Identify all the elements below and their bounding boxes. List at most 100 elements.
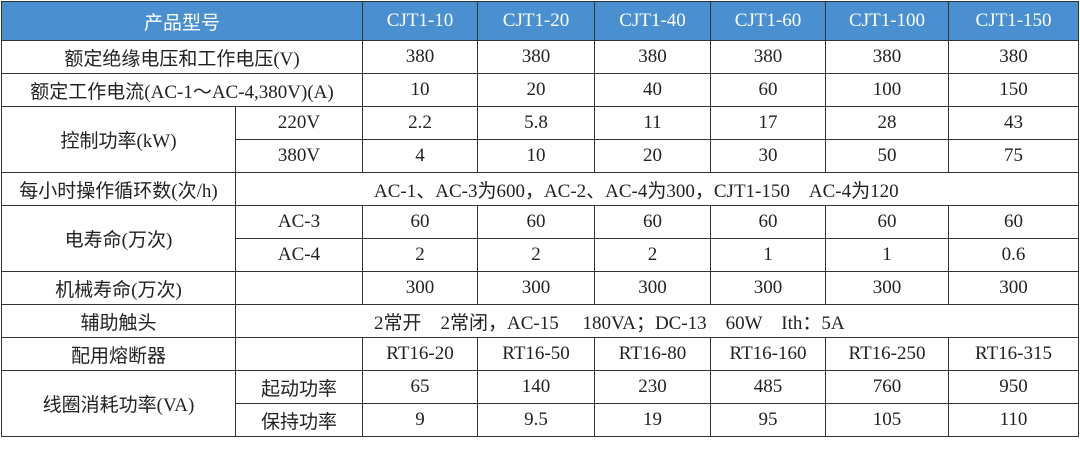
value-cell: 230 (594, 370, 712, 404)
row-label: 机械寿命(万次) (1, 271, 236, 305)
value-cell: 17 (710, 106, 827, 140)
merged-value: 2常开 2常闭，AC-15 180VA；DC-13 60W Ith：5A (234, 304, 1080, 338)
empty-cell (234, 271, 364, 305)
value-cell: 105 (825, 403, 950, 437)
value-cell: 11 (594, 106, 712, 140)
value-cell: 60 (710, 73, 827, 107)
value-cell: 40 (594, 73, 712, 107)
row-fuse: 配用熔断器 RT16-20 RT16-50 RT16-80 RT16-160 RT16-2… (1, 337, 1080, 371)
value-cell: RT16-80 (594, 337, 712, 371)
value-cell: 28 (825, 106, 950, 140)
row-rated-current: 额定工作电流(AC-1～AC-4,380V)(A) 10 20 40 60 100 150 (0, 73, 1080, 107)
row-electrical-life-ac4: AC-4 2 2 2 1 1 0.6 (2, 238, 1080, 272)
model-header: CJT1-10 (362, 1, 479, 41)
sub-label: 起动功率 (234, 370, 364, 404)
value-cell: 60 (594, 205, 712, 239)
value-cell: 140 (477, 370, 596, 404)
value-cell: 950 (948, 370, 1080, 404)
model-header: CJT1-60 (710, 1, 827, 41)
value-cell: 30 (710, 139, 827, 173)
model-header: CJT1-100 (825, 1, 950, 41)
row-coil-hold: 保持功率 9 9.5 19 95 105 110 (2, 403, 1080, 437)
row-control-power-380: 380V 4 10 20 30 50 75 (2, 139, 1080, 173)
row-label: 辅助触头 (1, 304, 236, 338)
value-cell: 300 (710, 271, 827, 305)
value-cell: 75 (948, 139, 1080, 173)
sub-label: AC-3 (234, 205, 364, 239)
value-cell: RT16-160 (710, 337, 827, 371)
value-cell: 100 (825, 73, 950, 107)
value-cell: 760 (825, 370, 950, 404)
value-cell: RT16-50 (477, 337, 596, 371)
value-cell: 110 (948, 403, 1080, 437)
value-cell: 9 (362, 403, 479, 437)
row-label: 控制功率(kW) (1, 106, 236, 173)
row-coil-start: 线圈消耗功率(VA) 起动功率 65 140 230 485 760 950 (1, 370, 1080, 437)
value-cell: RT16-250 (825, 337, 950, 371)
value-cell: RT16-315 (948, 337, 1080, 371)
sub-label: 220V (234, 106, 364, 140)
value-cell: 380 (362, 40, 479, 74)
value-cell: 43 (948, 106, 1080, 140)
merged-value: AC-1、AC-3为600，AC-2、AC-4为300，CJT1-150 AC-… (234, 172, 1080, 206)
value-cell: 20 (594, 139, 712, 173)
value-cell: 19 (594, 403, 712, 437)
value-cell: 4 (362, 139, 479, 173)
value-cell: 60 (825, 205, 950, 239)
value-cell: 9.5 (477, 403, 596, 437)
header-row: 产品型号 CJT1-10 CJT1-20 CJT1-40 CJT1-60 CJT… (0, 1, 1080, 41)
model-header: CJT1-20 (477, 1, 596, 41)
model-header: CJT1-40 (594, 1, 712, 41)
row-label: 线圈消耗功率(VA) (1, 370, 236, 437)
value-cell: 0.6 (948, 238, 1080, 272)
value-cell: 380 (825, 40, 950, 74)
value-cell: 2.2 (362, 106, 479, 140)
sub-label: 保持功率 (234, 403, 364, 437)
value-cell: 60 (710, 205, 827, 239)
value-cell: 10 (362, 73, 479, 107)
value-cell: 300 (594, 271, 712, 305)
row-electrical-life-ac3: 电寿命(万次) AC-3 60 60 60 60 60 60 (1, 205, 1080, 272)
row-label: 额定绝缘电压和工作电压(V) (0, 40, 364, 74)
value-cell: 50 (825, 139, 950, 173)
row-label: 每小时操作循环数(次/h) (1, 172, 236, 206)
value-cell: 20 (477, 73, 596, 107)
value-cell: 300 (477, 271, 596, 305)
value-cell: 65 (362, 370, 479, 404)
value-cell: 300 (362, 271, 479, 305)
value-cell: 2 (477, 238, 596, 272)
value-cell: 380 (477, 40, 596, 74)
value-cell: 380 (710, 40, 827, 74)
value-cell: 300 (825, 271, 950, 305)
row-mechanical-life: 机械寿命(万次) 300 300 300 300 300 300 (1, 271, 1080, 305)
row-control-power-220: 控制功率(kW) 220V 2.2 5.8 11 17 28 43 (1, 106, 1080, 173)
value-cell: 60 (362, 205, 479, 239)
value-cell: 95 (710, 403, 827, 437)
sub-label: 380V (234, 139, 364, 173)
sub-label: AC-4 (234, 238, 364, 272)
value-cell: 60 (477, 205, 596, 239)
row-label: 额定工作电流(AC-1～AC-4,380V)(A) (0, 73, 364, 107)
value-cell: 60 (948, 205, 1080, 239)
row-label: 电寿命(万次) (1, 205, 236, 272)
row-operations-per-hour: 每小时操作循环数(次/h) AC-1、AC-3为600，AC-2、AC-4为30… (1, 172, 1080, 206)
value-cell: 1 (710, 238, 827, 272)
row-insulation-voltage: 额定绝缘电压和工作电压(V) 380 380 380 380 380 380 (0, 40, 1080, 74)
value-cell: 10 (477, 139, 596, 173)
value-cell: 485 (710, 370, 827, 404)
model-header: CJT1-150 (948, 1, 1080, 41)
value-cell: 150 (948, 73, 1080, 107)
value-cell: 380 (594, 40, 712, 74)
row-label: 配用熔断器 (1, 337, 236, 371)
value-cell: 2 (362, 238, 479, 272)
header-label: 产品型号 (0, 1, 364, 41)
spec-table: 产品型号 CJT1-10 CJT1-20 CJT1-40 CJT1-60 CJT… (0, 1, 1080, 437)
value-cell: 2 (594, 238, 712, 272)
value-cell: 1 (825, 238, 950, 272)
value-cell: RT16-20 (362, 337, 479, 371)
value-cell: 380 (948, 40, 1080, 74)
row-aux-contacts: 辅助触头 2常开 2常闭，AC-15 180VA；DC-13 60W Ith：5… (1, 304, 1080, 338)
value-cell: 300 (948, 271, 1080, 305)
empty-cell (234, 337, 364, 371)
value-cell: 5.8 (477, 106, 596, 140)
